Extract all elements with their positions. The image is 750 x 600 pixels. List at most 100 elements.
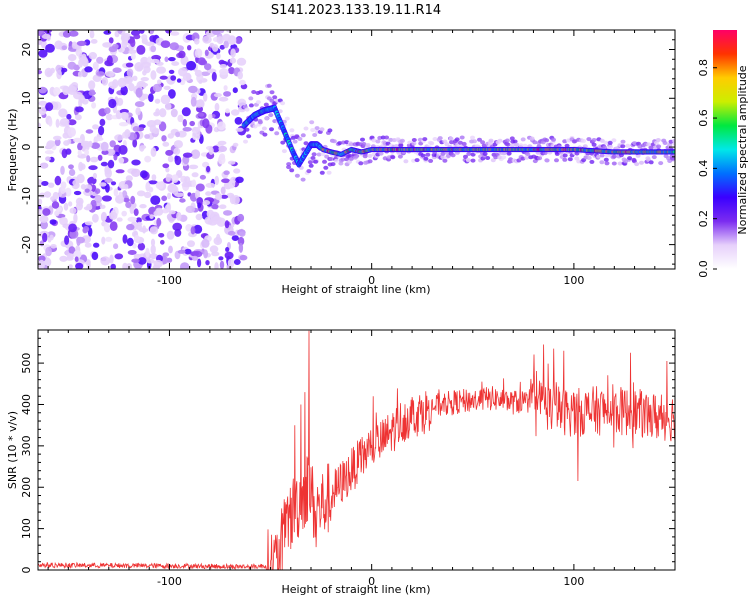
heatmap-cell bbox=[160, 239, 165, 245]
heatmap-cell bbox=[627, 156, 633, 161]
heatmap-cell bbox=[169, 42, 179, 51]
heatmap-cell bbox=[160, 94, 171, 105]
heatmap-cell bbox=[105, 71, 115, 77]
heatmap-cell bbox=[128, 83, 135, 92]
heatmap-cell bbox=[130, 195, 136, 205]
heatmap-cell bbox=[132, 243, 137, 249]
heatmap-cell bbox=[310, 128, 316, 132]
heatmap-cell bbox=[567, 157, 573, 162]
heatmap-cell bbox=[216, 52, 221, 60]
heatmap-cell bbox=[219, 63, 227, 69]
heatmap-cell bbox=[403, 159, 409, 164]
heatmap-cell bbox=[92, 124, 99, 130]
colorbar-ticks: 0.0 0.2 0.4 0.6 0.8 bbox=[697, 59, 717, 278]
heatmap-cell bbox=[504, 138, 510, 143]
heatmap-cell bbox=[208, 146, 214, 155]
heatmap-cell bbox=[224, 220, 230, 229]
heatmap-cell bbox=[54, 175, 62, 186]
heatmap-cell bbox=[136, 190, 146, 197]
heatmap-cell bbox=[411, 141, 417, 146]
heatmap-cell bbox=[106, 148, 116, 156]
heatmap-cell bbox=[371, 138, 377, 143]
heatmap-cell bbox=[77, 71, 83, 78]
heatmap-cell bbox=[110, 263, 116, 269]
y-tick-label: 300 bbox=[20, 435, 33, 456]
heatmap-cell bbox=[220, 194, 229, 199]
heatmap-cell bbox=[262, 132, 268, 137]
heatmap-cell bbox=[67, 253, 74, 259]
heatmap-cell bbox=[134, 62, 144, 72]
heatmap-cell bbox=[235, 37, 242, 45]
x-tick-label: 0 bbox=[368, 575, 375, 588]
heatmap-cell bbox=[88, 80, 96, 90]
heatmap-cell bbox=[252, 124, 258, 129]
heatmap-cell bbox=[194, 69, 203, 77]
heatmap-cell bbox=[352, 155, 358, 160]
heatmap-cell bbox=[309, 120, 315, 125]
heatmap-cell bbox=[38, 122, 42, 129]
heatmap-cell bbox=[49, 234, 54, 241]
snr-series-line bbox=[38, 330, 675, 570]
heatmap-cell bbox=[367, 159, 373, 164]
heatmap-cell bbox=[217, 121, 226, 131]
heatmap-cell bbox=[425, 152, 431, 157]
heatmap-cell bbox=[219, 30, 225, 34]
heatmap-cell bbox=[112, 79, 119, 89]
heatmap-cell bbox=[185, 72, 191, 80]
heatmap-cell bbox=[88, 165, 98, 171]
heatmap-cell bbox=[55, 64, 62, 73]
heatmap-cell bbox=[522, 143, 528, 148]
heatmap-cell bbox=[142, 93, 149, 100]
heatmap-cell bbox=[224, 251, 234, 260]
heatmap-cell bbox=[202, 200, 211, 206]
heatmap-cell bbox=[122, 262, 128, 269]
heatmap-cell bbox=[316, 152, 322, 157]
heatmap-cell bbox=[420, 153, 426, 158]
heatmap-cell bbox=[322, 159, 327, 164]
heatmap-cell bbox=[73, 190, 82, 196]
heatmap-cell bbox=[104, 107, 111, 114]
heatmap-cell bbox=[218, 59, 225, 65]
heatmap-cell bbox=[68, 168, 76, 177]
heatmap-cell bbox=[145, 247, 150, 258]
heatmap-cell bbox=[218, 145, 227, 152]
heatmap-cell bbox=[195, 183, 205, 192]
heatmap-cell bbox=[184, 248, 192, 255]
heatmap-cell bbox=[248, 103, 254, 108]
heatmap-cell bbox=[495, 140, 501, 145]
heatmap-cell bbox=[84, 242, 92, 248]
heatmap-cell bbox=[168, 69, 175, 74]
heatmap-cell bbox=[139, 30, 145, 34]
heatmap-cell bbox=[45, 156, 51, 161]
heatmap-cell bbox=[223, 91, 232, 97]
heatmap-cell bbox=[263, 102, 269, 107]
heatmap-cell bbox=[197, 202, 202, 209]
heatmap-cell bbox=[470, 135, 475, 140]
heatmap-cell bbox=[133, 234, 140, 244]
heatmap-cell bbox=[236, 57, 247, 66]
heatmap-cell bbox=[221, 178, 231, 183]
heatmap-cell bbox=[92, 213, 99, 223]
heatmap-cell bbox=[225, 247, 230, 252]
y-tick-label: 10 bbox=[20, 91, 33, 105]
heatmap-cell bbox=[53, 87, 61, 96]
heatmap-cell bbox=[58, 108, 68, 118]
heatmap-cell bbox=[149, 226, 159, 235]
y-tick-label: 200 bbox=[20, 477, 33, 498]
heatmap-cell bbox=[269, 98, 275, 103]
heatmap-cell bbox=[211, 203, 219, 210]
heatmap-cell bbox=[248, 96, 254, 101]
heatmap-cell bbox=[163, 85, 171, 90]
heatmap-cell bbox=[94, 194, 103, 204]
heatmap-cell bbox=[68, 83, 78, 93]
heatmap-cell bbox=[91, 102, 97, 109]
colorbar: 0.0 0.2 0.4 0.6 0.8 Normalized spectral ampl… bbox=[697, 30, 749, 278]
y-tick-label: -20 bbox=[20, 236, 33, 254]
heatmap-cell bbox=[280, 140, 286, 145]
heatmap-cell bbox=[160, 40, 171, 48]
heatmap-cell bbox=[300, 177, 306, 182]
heatmap-cell bbox=[188, 85, 198, 94]
heatmap-cell bbox=[319, 170, 325, 175]
heatmap-cell bbox=[74, 256, 79, 263]
heatmap-cell bbox=[167, 155, 174, 163]
